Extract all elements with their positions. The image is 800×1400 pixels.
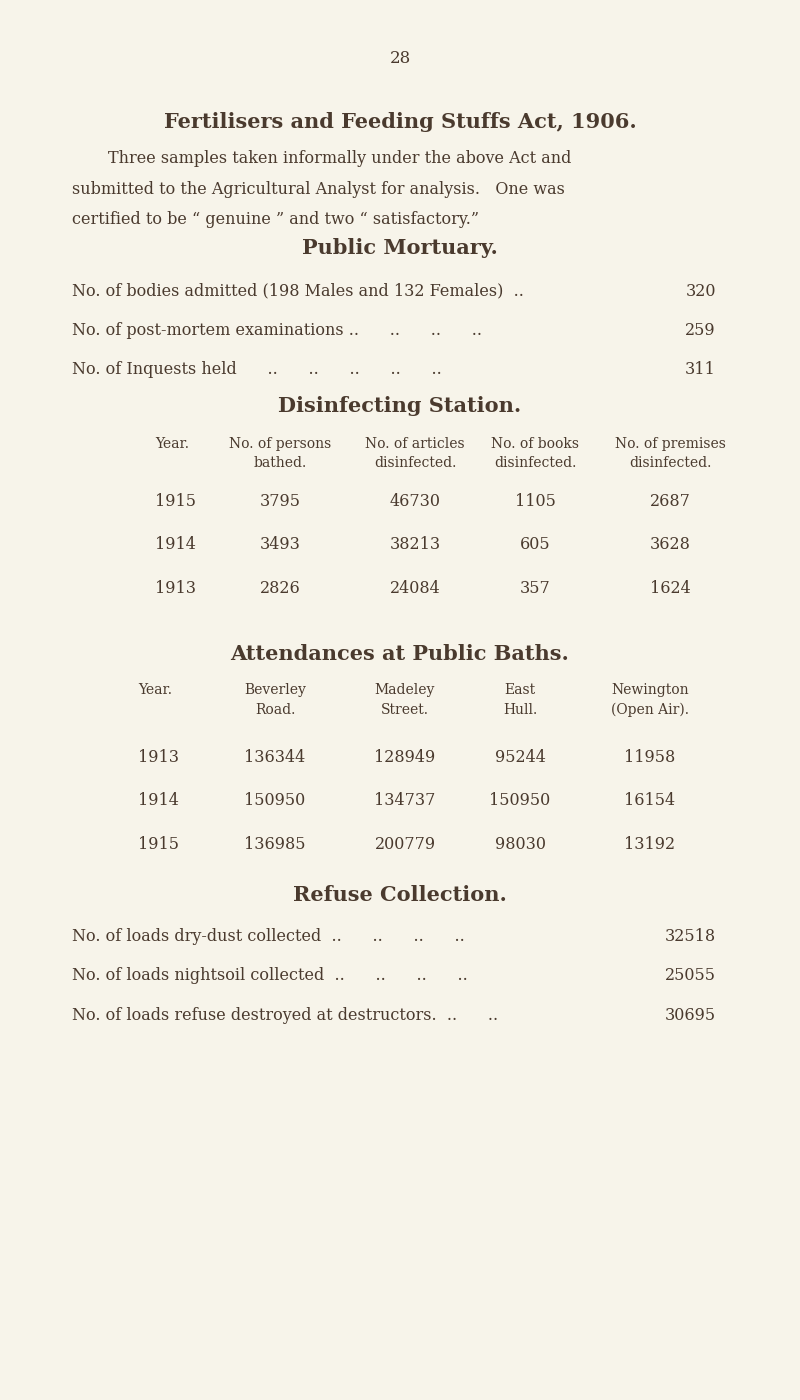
Text: 259: 259 bbox=[686, 322, 716, 339]
Text: disinfected.: disinfected. bbox=[494, 456, 576, 470]
Text: No. of books: No. of books bbox=[491, 437, 579, 451]
Text: Year.: Year. bbox=[138, 683, 172, 697]
Text: Road.: Road. bbox=[255, 703, 295, 717]
Text: 136344: 136344 bbox=[244, 749, 306, 766]
Text: 13192: 13192 bbox=[625, 836, 675, 853]
Text: 3493: 3493 bbox=[259, 536, 301, 553]
Text: 1915: 1915 bbox=[155, 493, 196, 510]
Text: 150950: 150950 bbox=[490, 792, 550, 809]
Text: Beverley: Beverley bbox=[244, 683, 306, 697]
Text: 38213: 38213 bbox=[390, 536, 441, 553]
Text: 1624: 1624 bbox=[650, 580, 690, 596]
Text: bathed.: bathed. bbox=[254, 456, 306, 470]
Text: 2826: 2826 bbox=[260, 580, 300, 596]
Text: 1913: 1913 bbox=[138, 749, 179, 766]
Text: No. of loads nightsoil collected  ..      ..      ..      ..: No. of loads nightsoil collected .. .. .… bbox=[72, 967, 468, 984]
Text: Fertilisers and Feeding Stuffs Act, 1906.: Fertilisers and Feeding Stuffs Act, 1906… bbox=[164, 112, 636, 132]
Text: 98030: 98030 bbox=[494, 836, 546, 853]
Text: 32518: 32518 bbox=[665, 928, 716, 945]
Text: 1914: 1914 bbox=[155, 536, 196, 553]
Text: 30695: 30695 bbox=[665, 1007, 716, 1023]
Text: 150950: 150950 bbox=[244, 792, 306, 809]
Text: 1914: 1914 bbox=[138, 792, 179, 809]
Text: Disinfecting Station.: Disinfecting Station. bbox=[278, 396, 522, 416]
Text: Attendances at Public Baths.: Attendances at Public Baths. bbox=[230, 644, 570, 664]
Text: Hull.: Hull. bbox=[503, 703, 537, 717]
Text: 25055: 25055 bbox=[665, 967, 716, 984]
Text: 16154: 16154 bbox=[625, 792, 675, 809]
Text: 357: 357 bbox=[520, 580, 550, 596]
Text: Three samples taken informally under the above Act and: Three samples taken informally under the… bbox=[108, 150, 571, 167]
Text: 1915: 1915 bbox=[138, 836, 179, 853]
Text: No. of Inquests held      ..      ..      ..      ..      ..: No. of Inquests held .. .. .. .. .. bbox=[72, 361, 442, 378]
Text: 24084: 24084 bbox=[390, 580, 440, 596]
Text: 320: 320 bbox=[686, 283, 716, 300]
Text: (Open Air).: (Open Air). bbox=[611, 703, 689, 717]
Text: Street.: Street. bbox=[381, 703, 429, 717]
Text: No. of post-mortem examinations ..      ..      ..      ..: No. of post-mortem examinations .. .. ..… bbox=[72, 322, 482, 339]
Text: No. of articles: No. of articles bbox=[365, 437, 465, 451]
Text: 1105: 1105 bbox=[514, 493, 555, 510]
Text: 3795: 3795 bbox=[259, 493, 301, 510]
Text: 46730: 46730 bbox=[390, 493, 441, 510]
Text: Newington: Newington bbox=[611, 683, 689, 697]
Text: No. of persons: No. of persons bbox=[229, 437, 331, 451]
Text: submitted to the Agricultural Analyst for analysis.   One was: submitted to the Agricultural Analyst fo… bbox=[72, 181, 565, 197]
Text: disinfected.: disinfected. bbox=[374, 456, 456, 470]
Text: 128949: 128949 bbox=[374, 749, 436, 766]
Text: 2687: 2687 bbox=[650, 493, 690, 510]
Text: East: East bbox=[505, 683, 535, 697]
Text: 3628: 3628 bbox=[650, 536, 690, 553]
Text: No. of loads refuse destroyed at destructors.  ..      ..: No. of loads refuse destroyed at destruc… bbox=[72, 1007, 498, 1023]
Text: disinfected.: disinfected. bbox=[629, 456, 711, 470]
Text: Madeley: Madeley bbox=[375, 683, 435, 697]
Text: No. of loads dry-dust collected  ..      ..      ..      ..: No. of loads dry-dust collected .. .. ..… bbox=[72, 928, 465, 945]
Text: 605: 605 bbox=[520, 536, 550, 553]
Text: 134737: 134737 bbox=[374, 792, 436, 809]
Text: 200779: 200779 bbox=[374, 836, 435, 853]
Text: No. of bodies admitted (198 Males and 132 Females)  ..: No. of bodies admitted (198 Males and 13… bbox=[72, 283, 524, 300]
Text: 11958: 11958 bbox=[624, 749, 676, 766]
Text: 28: 28 bbox=[390, 50, 410, 67]
Text: 1913: 1913 bbox=[155, 580, 196, 596]
Text: No. of premises: No. of premises bbox=[614, 437, 726, 451]
Text: certified to be “ genuine ” and two “ satisfactory.”: certified to be “ genuine ” and two “ sa… bbox=[72, 211, 479, 228]
Text: 95244: 95244 bbox=[494, 749, 546, 766]
Text: 311: 311 bbox=[686, 361, 716, 378]
Text: 136985: 136985 bbox=[244, 836, 306, 853]
Text: Year.: Year. bbox=[155, 437, 189, 451]
Text: Refuse Collection.: Refuse Collection. bbox=[293, 885, 507, 904]
Text: Public Mortuary.: Public Mortuary. bbox=[302, 238, 498, 258]
